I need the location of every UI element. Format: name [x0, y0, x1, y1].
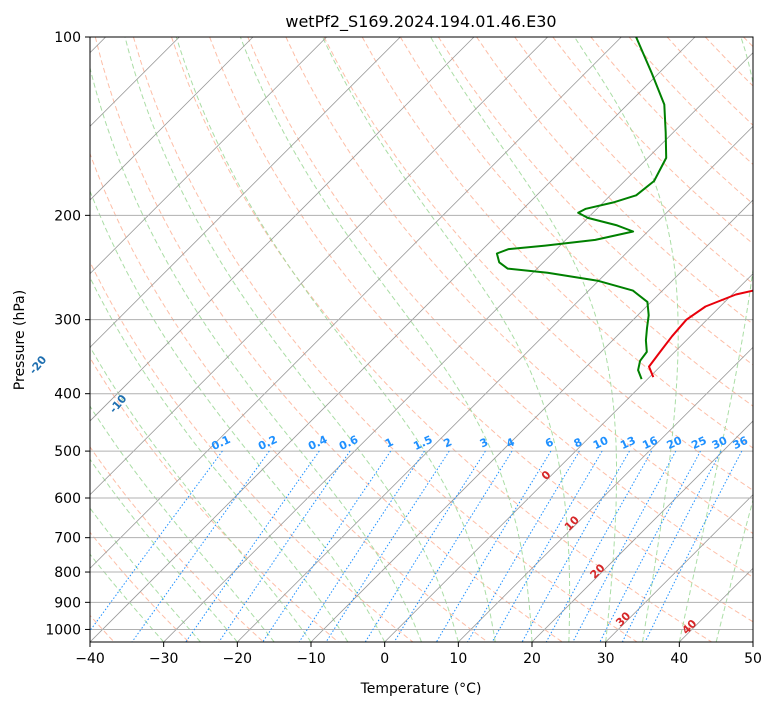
y-tick-label: 900 — [54, 595, 81, 611]
dry-adiabat — [90, 446, 264, 642]
x-tick-label: 10 — [449, 651, 467, 667]
x-axis-label: Temperature (°C) — [360, 681, 482, 697]
dry-adiabat — [437, 37, 753, 366]
y-tick-label: 300 — [54, 313, 81, 329]
x-tick-label: 30 — [597, 651, 615, 667]
y-tick-label: 400 — [54, 387, 81, 403]
x-tick-label: −10 — [296, 651, 326, 667]
y-tick-label: 800 — [54, 565, 81, 581]
mixing-ratio-label: 10 — [591, 434, 611, 452]
dewpoint-profile-line — [495, 37, 668, 380]
x-tick-label: 50 — [744, 651, 762, 667]
moist-adiabat — [90, 553, 165, 642]
mixing-ratio-line — [90, 450, 223, 632]
mixing-ratio-line — [131, 450, 270, 642]
dry-adiabat — [90, 152, 488, 642]
moist-adiabat — [90, 189, 386, 642]
moist-adiabat — [90, 507, 201, 642]
isotherm-line — [90, 37, 475, 422]
isotherm-line — [531, 420, 753, 642]
isotherm-line — [605, 494, 753, 642]
mixing-ratio-line — [218, 450, 351, 642]
y-tick-label: 100 — [54, 30, 81, 46]
dry-adiabat — [323, 37, 753, 491]
mixing-ratio-line — [185, 450, 320, 642]
y-axis-label: Pressure (hPa) — [12, 290, 28, 390]
mixing-ratio-line — [572, 450, 677, 642]
mixing-ratio-line — [467, 450, 580, 642]
mixing-ratio-line — [298, 450, 425, 642]
mixing-ratio-line — [491, 450, 603, 642]
mixing-ratio-line — [364, 450, 486, 642]
isotherm-line — [458, 346, 753, 642]
y-tick-label: 500 — [54, 444, 81, 460]
x-tick-label: 0 — [380, 651, 389, 667]
mixing-ratio-line — [621, 450, 722, 642]
moist-adiabat — [715, 498, 753, 642]
isotherm-line — [90, 37, 401, 348]
dry-adiabat — [514, 37, 753, 285]
moist-adiabat — [90, 405, 275, 642]
mixing-ratio-label: 13 — [618, 434, 637, 452]
mixing-ratio-label: 25 — [689, 434, 708, 452]
mixing-ratio-line — [521, 450, 630, 642]
isotherm-line — [384, 273, 753, 642]
y-tick-label: 600 — [54, 491, 81, 507]
moist-adiabat — [90, 65, 422, 642]
isotherm-line — [90, 37, 254, 201]
mixing-ratio-label: 20 — [665, 434, 685, 452]
x-tick-label: −30 — [149, 651, 179, 667]
isotherm-line — [90, 37, 622, 569]
dry-adiabat — [285, 37, 753, 535]
dry-adiabat-label: -20 — [27, 353, 50, 377]
mixing-ratio-line — [393, 450, 513, 642]
dry-adiabat — [132, 37, 638, 642]
x-tick-label: 40 — [670, 651, 688, 667]
dry-adiabat — [209, 37, 753, 623]
background-lines — [90, 37, 753, 642]
mixing-ratio-line — [644, 450, 743, 642]
isotherm-line — [90, 37, 696, 642]
chart-title: wetPf2_S169.2024.194.01.46.E30 — [285, 12, 556, 32]
dry-adiabat — [476, 37, 753, 325]
moist-adiabat — [239, 37, 533, 642]
moist-adiabat — [430, 37, 617, 642]
profile-lines — [495, 37, 753, 380]
isotherm-line — [90, 37, 327, 275]
mixing-ratio-label: 30 — [710, 434, 730, 452]
plot-background — [90, 37, 753, 642]
y-tick-label: 700 — [54, 531, 81, 547]
temperature-profile-line — [648, 289, 753, 378]
moist-adiabat — [574, 37, 679, 642]
isotherm-line — [163, 52, 753, 642]
dry-adiabat — [90, 531, 190, 642]
moist-adiabat — [90, 276, 349, 642]
moist-adiabat — [124, 37, 459, 642]
dry-adiabat — [94, 37, 563, 642]
mixing-ratio-label: 16 — [640, 434, 660, 452]
mixing-ratio-label: 36 — [731, 434, 751, 452]
isotherm-line — [752, 641, 753, 642]
mixing-ratio-line — [545, 450, 653, 642]
x-tick-label: −20 — [223, 651, 253, 667]
moist-adiabat — [322, 37, 571, 642]
isotherm-line — [90, 37, 548, 496]
y-tick-label: 1000 — [45, 622, 81, 638]
y-tick-label: 200 — [54, 208, 81, 224]
moist-adiabat — [175, 37, 496, 642]
axes: −40 −30 −20 −10 0 10 20 30 40 50 1000 900 800 700 600 5… — [45, 30, 762, 667]
x-tick-label: 20 — [523, 651, 541, 667]
moist-adiabat — [678, 37, 753, 642]
dry-adiabat — [247, 37, 753, 578]
plot-frame — [89, 36, 754, 643]
x-tick-label: −40 — [75, 651, 105, 667]
moist-adiabat — [90, 458, 238, 642]
isotherm-line — [310, 199, 753, 642]
dry-adiabat — [90, 260, 414, 642]
mixing-ratio-line — [599, 450, 701, 642]
isotherm-line — [237, 125, 753, 642]
